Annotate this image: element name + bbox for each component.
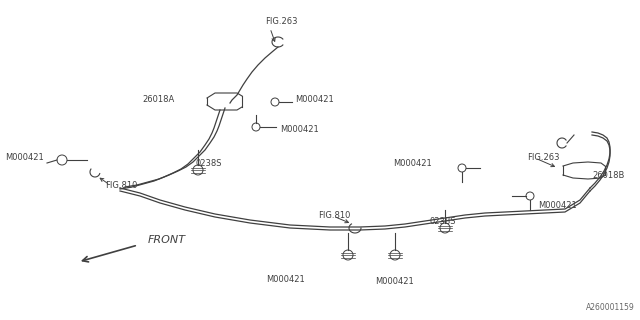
Text: 26018B: 26018B (592, 172, 625, 180)
Text: 0238S: 0238S (430, 218, 456, 227)
Text: FIG.263: FIG.263 (527, 153, 559, 162)
Text: M000421: M000421 (538, 201, 577, 210)
Text: FRONT: FRONT (148, 235, 186, 245)
Text: M000421: M000421 (5, 154, 44, 163)
Text: FIG.810: FIG.810 (105, 180, 138, 189)
Text: M000421: M000421 (393, 158, 432, 167)
Text: M000421: M000421 (280, 124, 319, 133)
Text: 0238S: 0238S (195, 158, 221, 167)
Text: FIG.263: FIG.263 (265, 18, 298, 27)
Text: M000421: M000421 (295, 94, 333, 103)
Text: A260001159: A260001159 (586, 303, 635, 312)
Text: FIG.810: FIG.810 (318, 211, 350, 220)
Text: M000421: M000421 (266, 276, 305, 284)
Text: M000421: M000421 (375, 277, 413, 286)
Text: 26018A: 26018A (143, 94, 175, 103)
